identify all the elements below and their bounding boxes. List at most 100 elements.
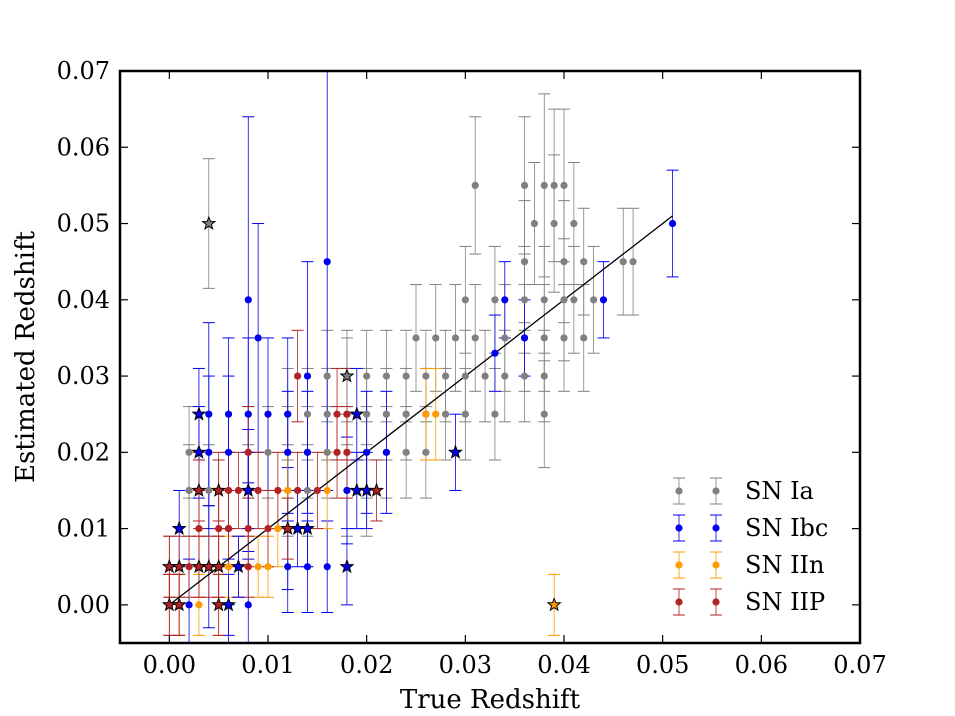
- sn-ia-point: [629, 258, 637, 266]
- sn-iip-point: [244, 525, 252, 533]
- sn-iin-star-point: [546, 596, 562, 612]
- sn-ia-point: [540, 181, 548, 189]
- sn-ia-point: [520, 296, 529, 304]
- sn-iip-star-point: [280, 520, 296, 536]
- sn-ibc-star-point: [339, 558, 355, 574]
- sn-ia-point: [442, 372, 450, 380]
- sn-ia-point: [432, 334, 440, 342]
- sn-iip-point: [264, 525, 272, 533]
- sn-ia-point: [303, 486, 312, 495]
- sn-ia-point: [363, 410, 371, 418]
- sn-ibc-star-point: [191, 406, 207, 421]
- sn-ibc-point: [244, 410, 252, 418]
- sn-ia-point: [323, 410, 331, 418]
- legend-item-sn-ia: SN Ia: [673, 477, 814, 505]
- sn-ia-point: [501, 334, 509, 342]
- sn-iin-point: [224, 563, 233, 571]
- legend-marker: [675, 487, 683, 495]
- sn-ia-point: [205, 486, 213, 495]
- sn-iip-point: [333, 410, 341, 418]
- sn-ibc-star-point: [447, 444, 464, 459]
- sn-ibc-point: [520, 334, 529, 342]
- sn-ia-point: [185, 486, 193, 495]
- sn-ia-point: [550, 181, 558, 189]
- sn-iin-point: [195, 601, 203, 609]
- sn-ia-point: [412, 334, 420, 342]
- x-tick-label: 0.07: [833, 651, 886, 679]
- sn-ia-point: [323, 448, 331, 456]
- sn-ia-point: [590, 296, 598, 304]
- sn-ia-point: [451, 334, 460, 342]
- y-tick-label: 0.00: [57, 591, 110, 619]
- x-tick-label: 0.01: [241, 651, 294, 679]
- sn-ia-point: [461, 372, 469, 380]
- sn-iin-point: [254, 563, 262, 571]
- sn-ia-point: [540, 296, 548, 304]
- sn-iip-star-point: [368, 482, 385, 497]
- sn-ia-point: [619, 258, 627, 266]
- sn-iip-point: [224, 486, 233, 495]
- sn-ia-point: [540, 410, 548, 418]
- sn-ibc-point: [205, 448, 213, 456]
- sn-iip-point: [333, 448, 341, 456]
- legend-item-sn-iip: SN IIP: [673, 588, 825, 616]
- sn-ibc-star-point: [171, 520, 187, 536]
- sn-ibc-point: [491, 349, 499, 357]
- sn-ia-star-point: [339, 368, 355, 383]
- sn-ia-star-point: [201, 215, 217, 230]
- sn-ibc-star-point: [299, 520, 316, 536]
- y-tick-label: 0.05: [57, 210, 110, 238]
- sn-iip-point: [244, 448, 252, 456]
- sn-ia-point: [422, 372, 430, 380]
- sn-iip-star-point: [211, 482, 227, 497]
- sn-ibc-point: [244, 296, 252, 304]
- x-tick-label: 0.04: [537, 651, 590, 679]
- legend-marker: [712, 598, 720, 606]
- sn-ibc-point: [303, 563, 312, 571]
- sn-ia-point: [540, 334, 548, 342]
- sn-iip-point: [234, 486, 242, 495]
- sn-ia-point: [461, 296, 469, 304]
- sn-ibc-point: [363, 448, 371, 456]
- sn-ia-point: [580, 258, 588, 266]
- sn-ibc-point: [254, 334, 262, 342]
- sn-ibc-point: [599, 296, 608, 304]
- plot-content: [161, 71, 679, 643]
- x-tick-label: 0.02: [340, 651, 393, 679]
- legend-marker: [712, 487, 720, 495]
- sn-iip-point: [254, 486, 262, 495]
- legend-label: SN Ibc: [745, 514, 828, 542]
- sn-ibc-point: [185, 601, 193, 609]
- y-tick-label: 0.06: [57, 133, 110, 161]
- sn-iip-point: [343, 448, 351, 456]
- y-tick-label: 0.01: [57, 515, 110, 543]
- sn-ia-point: [264, 448, 272, 456]
- sn-ibc-star-point: [230, 558, 246, 574]
- sn-ibc-point: [284, 448, 292, 456]
- sn-ibc-point: [284, 563, 292, 571]
- legend-item-sn-ibc: SN Ibc: [673, 514, 828, 542]
- y-tick-label: 0.04: [57, 286, 110, 314]
- sn-ia-point: [382, 372, 390, 380]
- sn-ia-point: [520, 372, 529, 380]
- legend-marker: [675, 524, 683, 532]
- x-tick-label: 0.05: [636, 651, 689, 679]
- sn-ia-point: [303, 410, 312, 418]
- sn-iip-point: [294, 372, 302, 380]
- sn-ia-point: [530, 219, 539, 228]
- y-tick-label: 0.02: [57, 438, 110, 466]
- sn-ibc-point: [501, 296, 509, 304]
- sn-ibc-point: [323, 563, 331, 571]
- sn-ibc-point: [668, 219, 677, 228]
- sn-ibc-point: [224, 448, 233, 456]
- sn-ia-point: [491, 296, 499, 304]
- sn-ia-point: [550, 219, 558, 228]
- sn-ia-point: [560, 296, 568, 304]
- sn-iin-point: [264, 563, 272, 571]
- sn-ibc-point: [205, 410, 213, 418]
- sn-ia-point: [520, 181, 529, 189]
- sn-ibc-point: [224, 410, 233, 418]
- sn-iip-point: [195, 525, 203, 533]
- sn-iip-point: [343, 410, 351, 418]
- sn-iip-point: [215, 525, 223, 533]
